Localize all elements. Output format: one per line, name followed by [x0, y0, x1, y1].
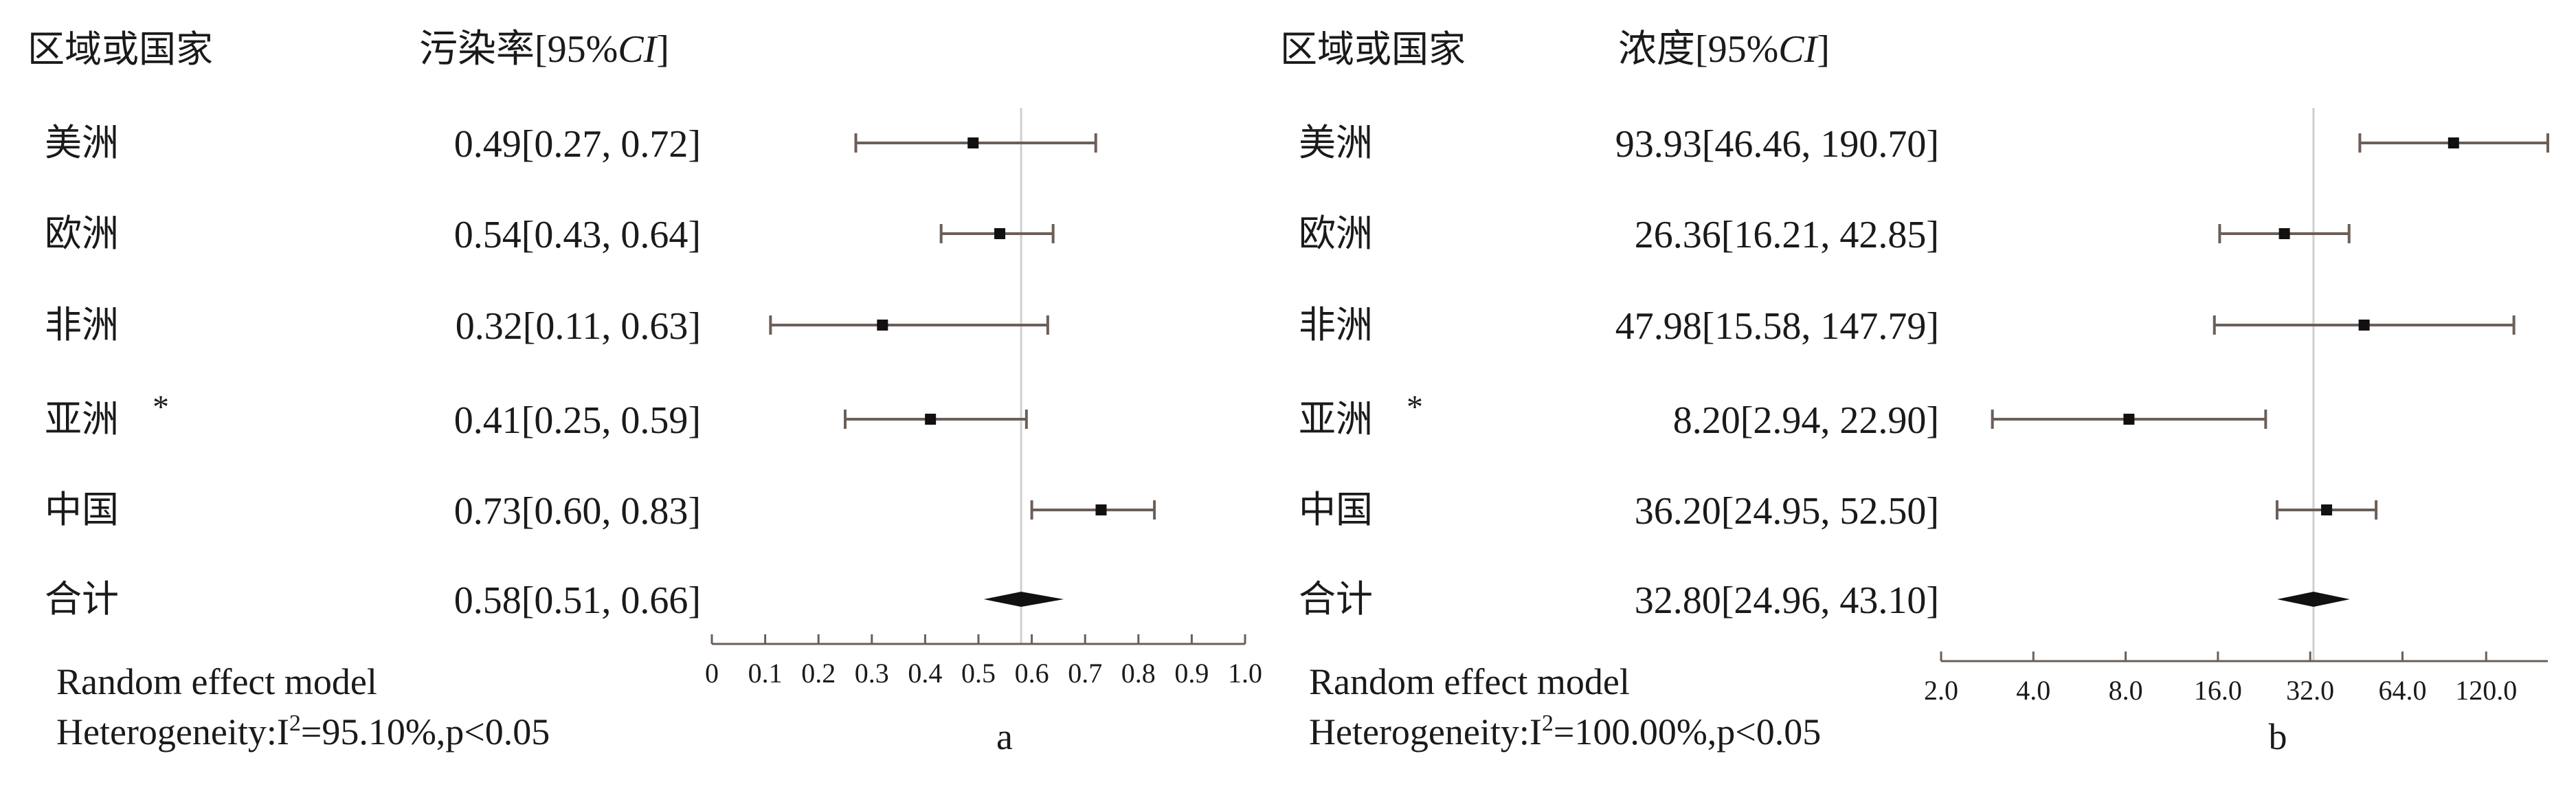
header-region: 区域或国家 — [1280, 27, 1466, 71]
header-ci-italic: CI — [618, 28, 658, 71]
x-tick-label: 1.0 — [1228, 658, 1262, 689]
footer-superscript: 2 — [1542, 711, 1554, 736]
point-estimate — [1095, 504, 1107, 515]
summary-region-label: 合计 — [45, 577, 119, 621]
point-estimate — [925, 414, 937, 425]
row-value-label: 47.98[15.58, 147.79] — [1615, 305, 1939, 348]
summary-diamond — [2277, 592, 2350, 607]
x-tick-label: 0.1 — [748, 658, 783, 689]
row-region-label: 美洲 — [45, 121, 119, 164]
forest-panel-b: 区域或国家 浓度[95%CI]美洲 93.93[46.46, 190.70]欧洲 26… — [1280, 27, 2549, 757]
footer-heterogeneity-rest: =100.00%,p<0.05 — [1554, 711, 1821, 753]
row-value-label: 0.54[0.43, 0.64] — [454, 214, 701, 256]
summary-diamond — [983, 592, 1064, 607]
row-value-label: 0.41[0.25, 0.59] — [454, 399, 701, 442]
row-value-label: 93.93[46.46, 190.70] — [1615, 123, 1939, 166]
x-tick-label: 64.0 — [2378, 675, 2426, 706]
panel-label: a — [996, 716, 1013, 757]
x-tick-label: 0.4 — [908, 658, 942, 689]
x-tick-label: 0.6 — [1015, 658, 1049, 689]
row-value-label: 8.20[2.94, 22.90] — [1673, 399, 1939, 442]
x-tick-label: 32.0 — [2286, 675, 2334, 706]
x-tick-label: 0.5 — [961, 658, 996, 689]
point-estimate — [967, 137, 979, 148]
x-tick-label: 0 — [705, 658, 719, 689]
row-value-label: 0.73[0.60, 0.83] — [454, 490, 701, 533]
header-value: 污染率[95%CI] — [419, 28, 669, 71]
x-tick-label: 120.0 — [2455, 675, 2517, 706]
point-estimate — [2358, 320, 2370, 331]
row-region-label: 非洲 — [1299, 303, 1373, 346]
header-value: 浓度[95%CI] — [1618, 28, 1830, 71]
point-estimate — [2321, 504, 2333, 515]
footer-model-text: Random effect model — [56, 661, 377, 702]
x-tick-label: 0.9 — [1174, 658, 1209, 689]
row-region-label: 亚洲 — [1299, 397, 1373, 441]
point-estimate — [994, 228, 1006, 239]
row-value-label: 0.32[0.11, 0.63] — [456, 305, 701, 348]
footer-heterogeneity-text: Heterogeneity:I2=100.00%,p<0.05 — [1309, 711, 1821, 753]
x-tick-label: 4.0 — [2016, 675, 2050, 706]
footer-superscript: 2 — [289, 711, 301, 736]
row-value-label: 36.20[24.95, 52.50] — [1635, 490, 1939, 533]
row-region-label: 中国 — [45, 488, 119, 531]
row-region-label: 欧洲 — [1299, 212, 1373, 255]
row-asterisk: * — [153, 389, 169, 425]
row-region-label: 中国 — [1299, 488, 1373, 531]
footer-heterogeneity-rest: =95.10%,p<0.05 — [301, 711, 550, 753]
summary-value-label: 32.80[24.96, 43.10] — [1635, 579, 1939, 622]
summary-region-label: 合计 — [1299, 577, 1373, 621]
x-tick-label: 16.0 — [2194, 675, 2242, 706]
point-estimate — [877, 320, 888, 331]
x-tick-label: 2.0 — [1924, 675, 1958, 706]
row-asterisk: * — [1407, 389, 1423, 425]
point-estimate — [2278, 228, 2290, 239]
point-estimate — [2448, 137, 2459, 148]
row-region-label: 欧洲 — [45, 212, 119, 255]
header-ci-italic: CI — [1778, 28, 1818, 71]
header-close-bracket: ] — [1817, 28, 1830, 71]
panel-label: b — [2269, 716, 2287, 757]
row-region-label: 美洲 — [1299, 121, 1373, 164]
point-estimate — [2123, 414, 2135, 425]
x-tick-label: 0.2 — [801, 658, 836, 689]
x-tick-label: 0.7 — [1068, 658, 1102, 689]
header-close-bracket: ] — [656, 28, 669, 71]
footer-model-text: Random effect model — [1309, 661, 1630, 702]
summary-value-label: 0.58[0.51, 0.66] — [454, 579, 701, 622]
row-value-label: 0.49[0.27, 0.72] — [454, 123, 701, 166]
x-tick-label: 8.0 — [2109, 675, 2143, 706]
row-value-label: 26.36[16.21, 42.85] — [1635, 214, 1939, 256]
forest-panel-a: 区域或国家 污染率[95%CI] 美洲 0.49[0.27, 0.72] 欧洲 0.54[… — [27, 27, 1262, 757]
x-tick-label: 0.8 — [1121, 658, 1156, 689]
header-region: 区域或国家 — [27, 27, 213, 71]
footer-heterogeneity-text: Heterogeneity:I2=95.10%,p<0.05 — [56, 711, 550, 753]
row-region-label: 非洲 — [45, 303, 119, 346]
row-region-label: 亚洲 — [45, 397, 119, 441]
x-tick-label: 0.3 — [855, 658, 889, 689]
